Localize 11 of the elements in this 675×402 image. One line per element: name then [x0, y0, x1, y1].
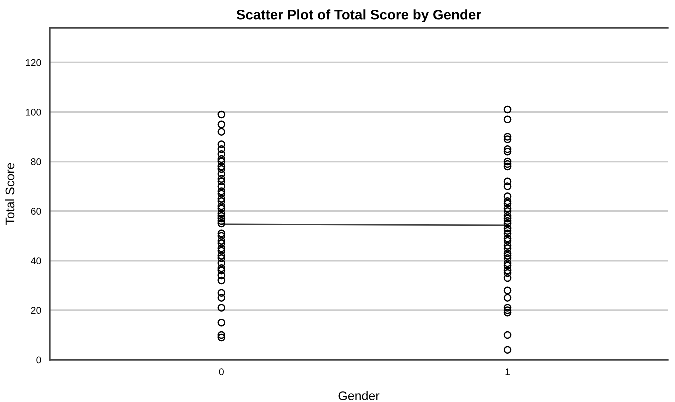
chart-title: Scatter Plot of Total Score by Gender [236, 10, 482, 23]
y-tick-label: 40 [31, 258, 42, 265]
y-tick-label: 80 [31, 158, 42, 166]
x-axis-title: Gender [338, 391, 380, 400]
y-tick-label: 60 [31, 208, 42, 215]
y-tick-label: 120 [26, 59, 42, 66]
y-tick-label: 20 [31, 307, 42, 314]
y-axis-title: Total Score [5, 163, 15, 225]
y-tick-label: 100 [26, 108, 42, 116]
x-tick-label: 1 [506, 368, 510, 376]
y-tick-label: 0 [36, 356, 42, 364]
